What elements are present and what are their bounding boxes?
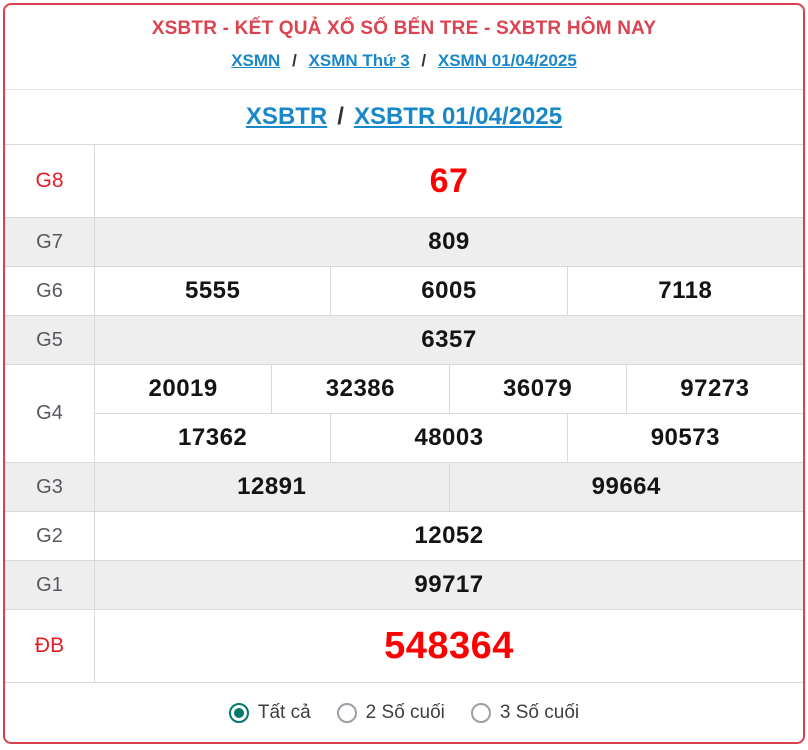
prize-number: 5555: [184, 277, 241, 304]
prize-row-g6: G6 5555 6005 7118: [5, 266, 803, 315]
breadcrumb: XSMN / XSMN Thứ 3 / XSMN 01/04/2025: [5, 51, 803, 71]
prize-number: 548364: [384, 624, 514, 667]
breadcrumb-link-xsmn-date[interactable]: XSMN 01/04/2025: [437, 51, 577, 70]
prize-row-g1: G1 99717: [5, 560, 803, 609]
page-title-separator: /: [337, 103, 344, 130]
radio-option-all[interactable]: Tất cả: [228, 701, 311, 724]
radio-option-3-so-cuoi[interactable]: 3 Số cuối: [470, 701, 580, 724]
prize-number: 6357: [421, 326, 477, 353]
prize-number: 20019: [148, 375, 218, 402]
prize-number: 97273: [625, 365, 803, 413]
radio-icon: [470, 702, 491, 723]
prize-label-g3: G3: [5, 463, 95, 511]
page-title-link-xsbtr[interactable]: XSBTR: [245, 103, 328, 130]
prize-number: 6005: [330, 267, 566, 315]
prize-label-g6: G6: [5, 267, 95, 315]
prize-label-g2: G2: [5, 512, 95, 560]
breadcrumb-separator: /: [421, 51, 427, 70]
page-heading: XSBTR - KẾT QUẢ XỔ SỐ BẾN TRE - SXBTR HÔ…: [151, 18, 657, 39]
breadcrumb-link-xsmn[interactable]: XSMN: [231, 51, 281, 70]
prize-label-g8: G8: [5, 145, 95, 217]
radio-icon: [228, 702, 249, 723]
prize-number: 12052: [414, 522, 484, 549]
prize-number: 48003: [330, 414, 566, 462]
lottery-results-card: XSBTR - KẾT QUẢ XỔ SỐ BẾN TRE - SXBTR HÔ…: [3, 3, 805, 744]
prize-label-g5: G5: [5, 316, 95, 364]
prize-number: 7118: [566, 267, 803, 315]
prize-table: G8 67 G7 809 G6 5555 6005 7118 G5 6357: [5, 144, 803, 682]
breadcrumb-link-xsmn-thu-3[interactable]: XSMN Thứ 3: [308, 51, 410, 70]
page-title: XSBTR / XSBTR 01/04/2025: [5, 89, 803, 144]
prize-label-g4: G4: [5, 365, 95, 462]
filter-bar: Tất cả 2 Số cuối 3 Số cuối: [5, 682, 803, 742]
radio-label: 2 Số cuối: [365, 701, 445, 723]
prize-label-g7: G7: [5, 218, 95, 266]
prize-row-g8: G8 67: [5, 144, 803, 217]
radio-label: 3 Số cuối: [499, 701, 580, 723]
prize-number: 67: [429, 161, 469, 200]
prize-number: 36079: [448, 365, 626, 413]
prize-number: 809: [428, 228, 470, 255]
header: XSBTR - KẾT QUẢ XỔ SỐ BẾN TRE - SXBTR HÔ…: [5, 5, 803, 89]
page-title-link-xsbtr-date[interactable]: XSBTR 01/04/2025: [353, 103, 563, 130]
radio-icon: [336, 702, 357, 723]
prize-number: 90573: [566, 414, 803, 462]
prize-number: 99664: [448, 463, 804, 511]
radio-option-2-so-cuoi[interactable]: 2 Số cuối: [336, 701, 445, 724]
prize-row-g4: G4 20019 32386 36079 97273 17362 48003 9…: [5, 364, 803, 462]
prize-row-db: ĐB 548364: [5, 609, 803, 682]
prize-row-g7: G7 809: [5, 217, 803, 266]
prize-label-db: ĐB: [5, 610, 95, 682]
prize-label-g1: G1: [5, 561, 95, 609]
prize-number: 99717: [414, 571, 484, 598]
prize-number: 17362: [178, 424, 248, 451]
prize-row-g5: G5 6357: [5, 315, 803, 364]
prize-row-g4-line1: 20019 32386 36079 97273: [95, 365, 803, 413]
prize-number: 12891: [237, 473, 307, 500]
radio-label: Tất cả: [257, 701, 311, 723]
prize-number: 32386: [271, 365, 448, 413]
prize-row-g4-line2: 17362 48003 90573: [95, 413, 803, 462]
prize-row-g2: G2 12052: [5, 511, 803, 560]
breadcrumb-separator: /: [292, 51, 297, 70]
prize-row-g3: G3 12891 99664: [5, 462, 803, 511]
